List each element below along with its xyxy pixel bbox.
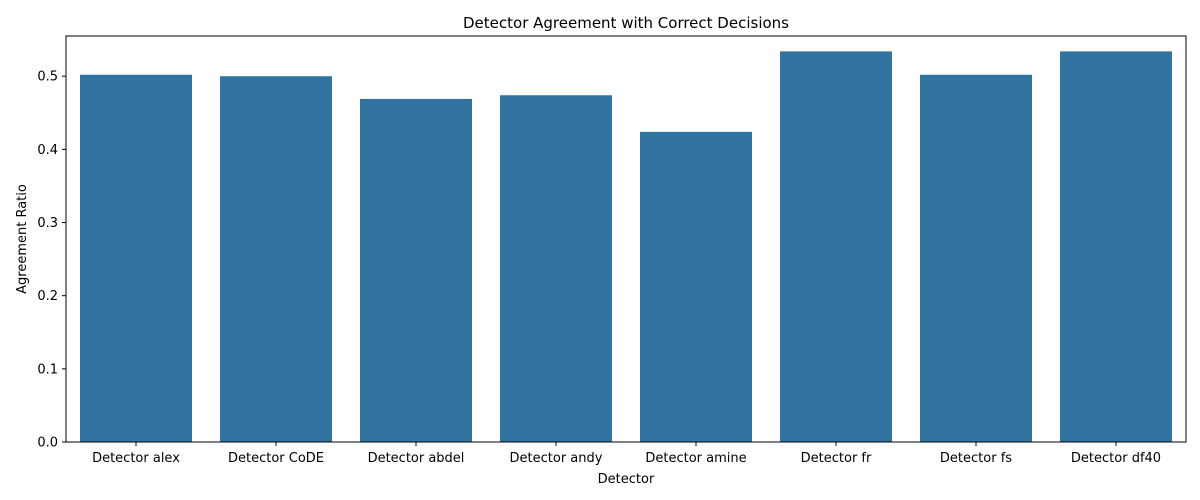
chart-title: Detector Agreement with Correct Decision… — [463, 14, 789, 32]
y-tick-label: 0.5 — [37, 70, 58, 85]
y-tick-label: 0.2 — [37, 289, 58, 304]
x-tick-label: Detector abdel — [368, 451, 465, 466]
y-axis: 0.0 0.1 0.2 0.3 0.4 0.5 — [37, 70, 66, 451]
bar-0 — [80, 74, 192, 442]
x-tick-label: Detector fs — [940, 451, 1012, 466]
y-tick-label: 0.0 — [37, 436, 58, 451]
bar-3 — [500, 95, 612, 442]
y-tick-label: 0.1 — [37, 362, 58, 377]
x-tick-label: Detector alex — [92, 451, 180, 466]
bar-4 — [640, 131, 752, 442]
x-axis: Detector alex Detector CoDE Detector abdel… — [92, 442, 1161, 466]
bar-1 — [220, 76, 332, 442]
bar-6 — [920, 74, 1032, 442]
plot-frame — [65, 35, 1187, 443]
x-axis-label: Detector — [598, 472, 655, 487]
y-tick-label: 0.4 — [37, 143, 58, 158]
x-tick-label: Detector andy — [510, 451, 603, 466]
x-tick-label: Detector fr — [801, 451, 872, 466]
bar-5 — [780, 51, 892, 443]
y-axis-label: Agreement Ratio — [15, 184, 30, 294]
x-tick-label: Detector CoDE — [228, 451, 324, 466]
x-tick-label: Detector amine — [645, 451, 746, 466]
bar-2 — [360, 98, 472, 442]
y-tick-label: 0.3 — [37, 216, 58, 231]
x-tick-label: Detector df40 — [1071, 451, 1161, 466]
bars-group — [80, 51, 1172, 443]
bar-7 — [1060, 51, 1172, 443]
